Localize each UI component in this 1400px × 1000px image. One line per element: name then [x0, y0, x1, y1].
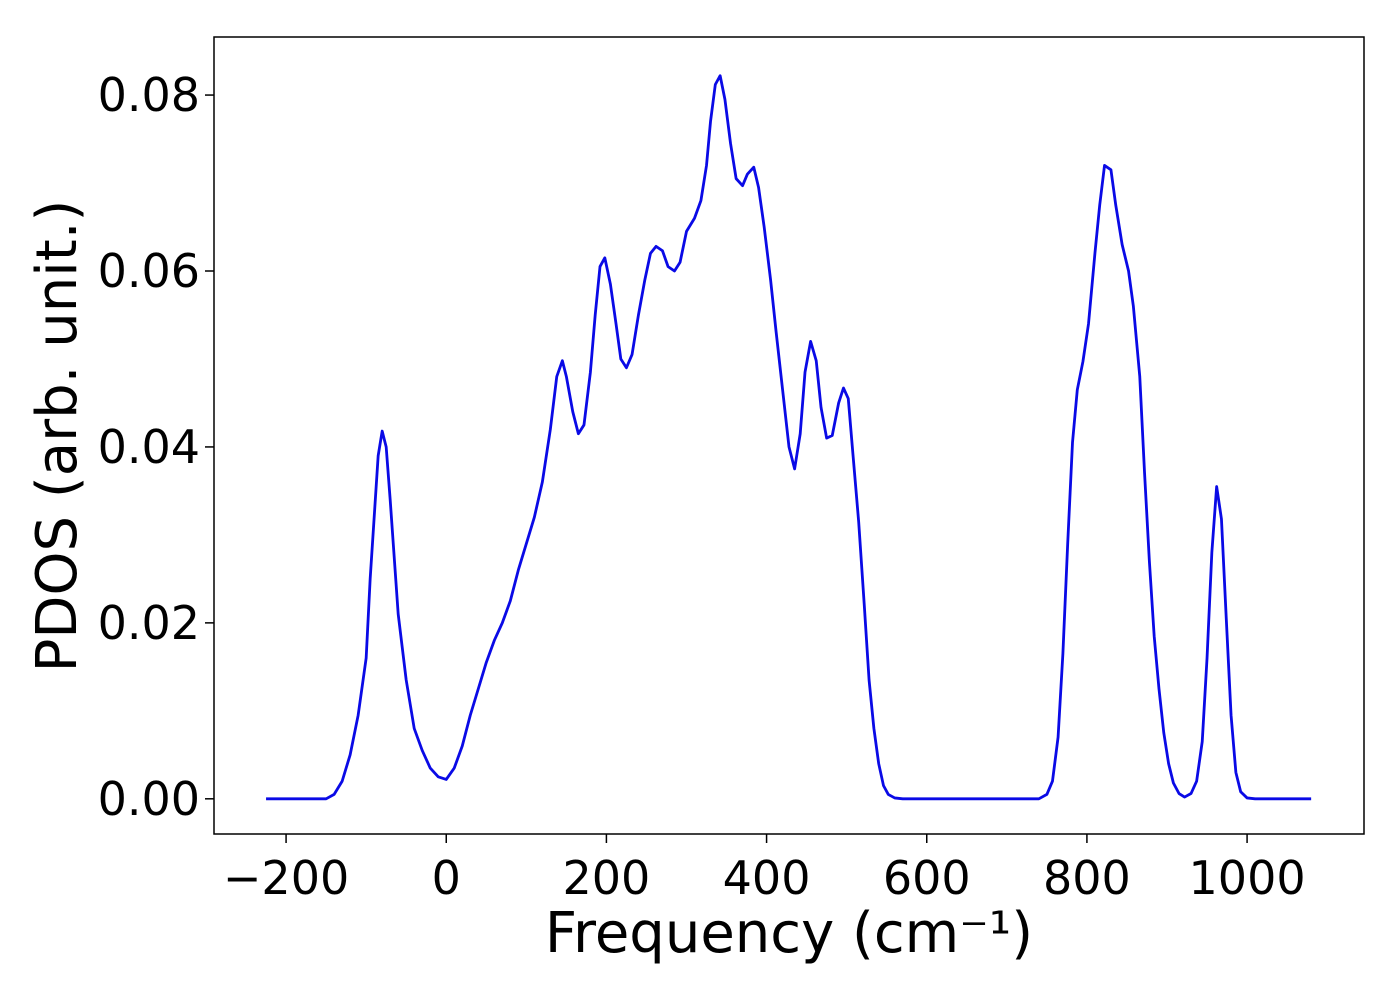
y-tick-label: 0.04: [98, 420, 200, 474]
x-tick-label: 400: [723, 851, 811, 905]
x-axis-label: Frequency (cm⁻¹): [545, 901, 1033, 966]
y-tick-label: 0.00: [98, 772, 200, 826]
pdos-line: [266, 74, 1312, 801]
x-tick-label: −200: [223, 851, 349, 905]
y-tick-label: 0.06: [98, 244, 200, 298]
x-tick-label: 1000: [1189, 851, 1306, 905]
x-tick-label: 800: [1043, 851, 1131, 905]
y-tick-label: 0.02: [98, 596, 200, 650]
y-tick-label: 0.08: [98, 68, 200, 122]
x-tick-label: 600: [883, 851, 971, 905]
x-tick-label: 200: [563, 851, 651, 905]
x-tick-label: 0: [432, 851, 461, 905]
y-axis-label: PDOS (arb. unit.): [25, 200, 90, 673]
plot-frame: [213, 36, 1365, 835]
